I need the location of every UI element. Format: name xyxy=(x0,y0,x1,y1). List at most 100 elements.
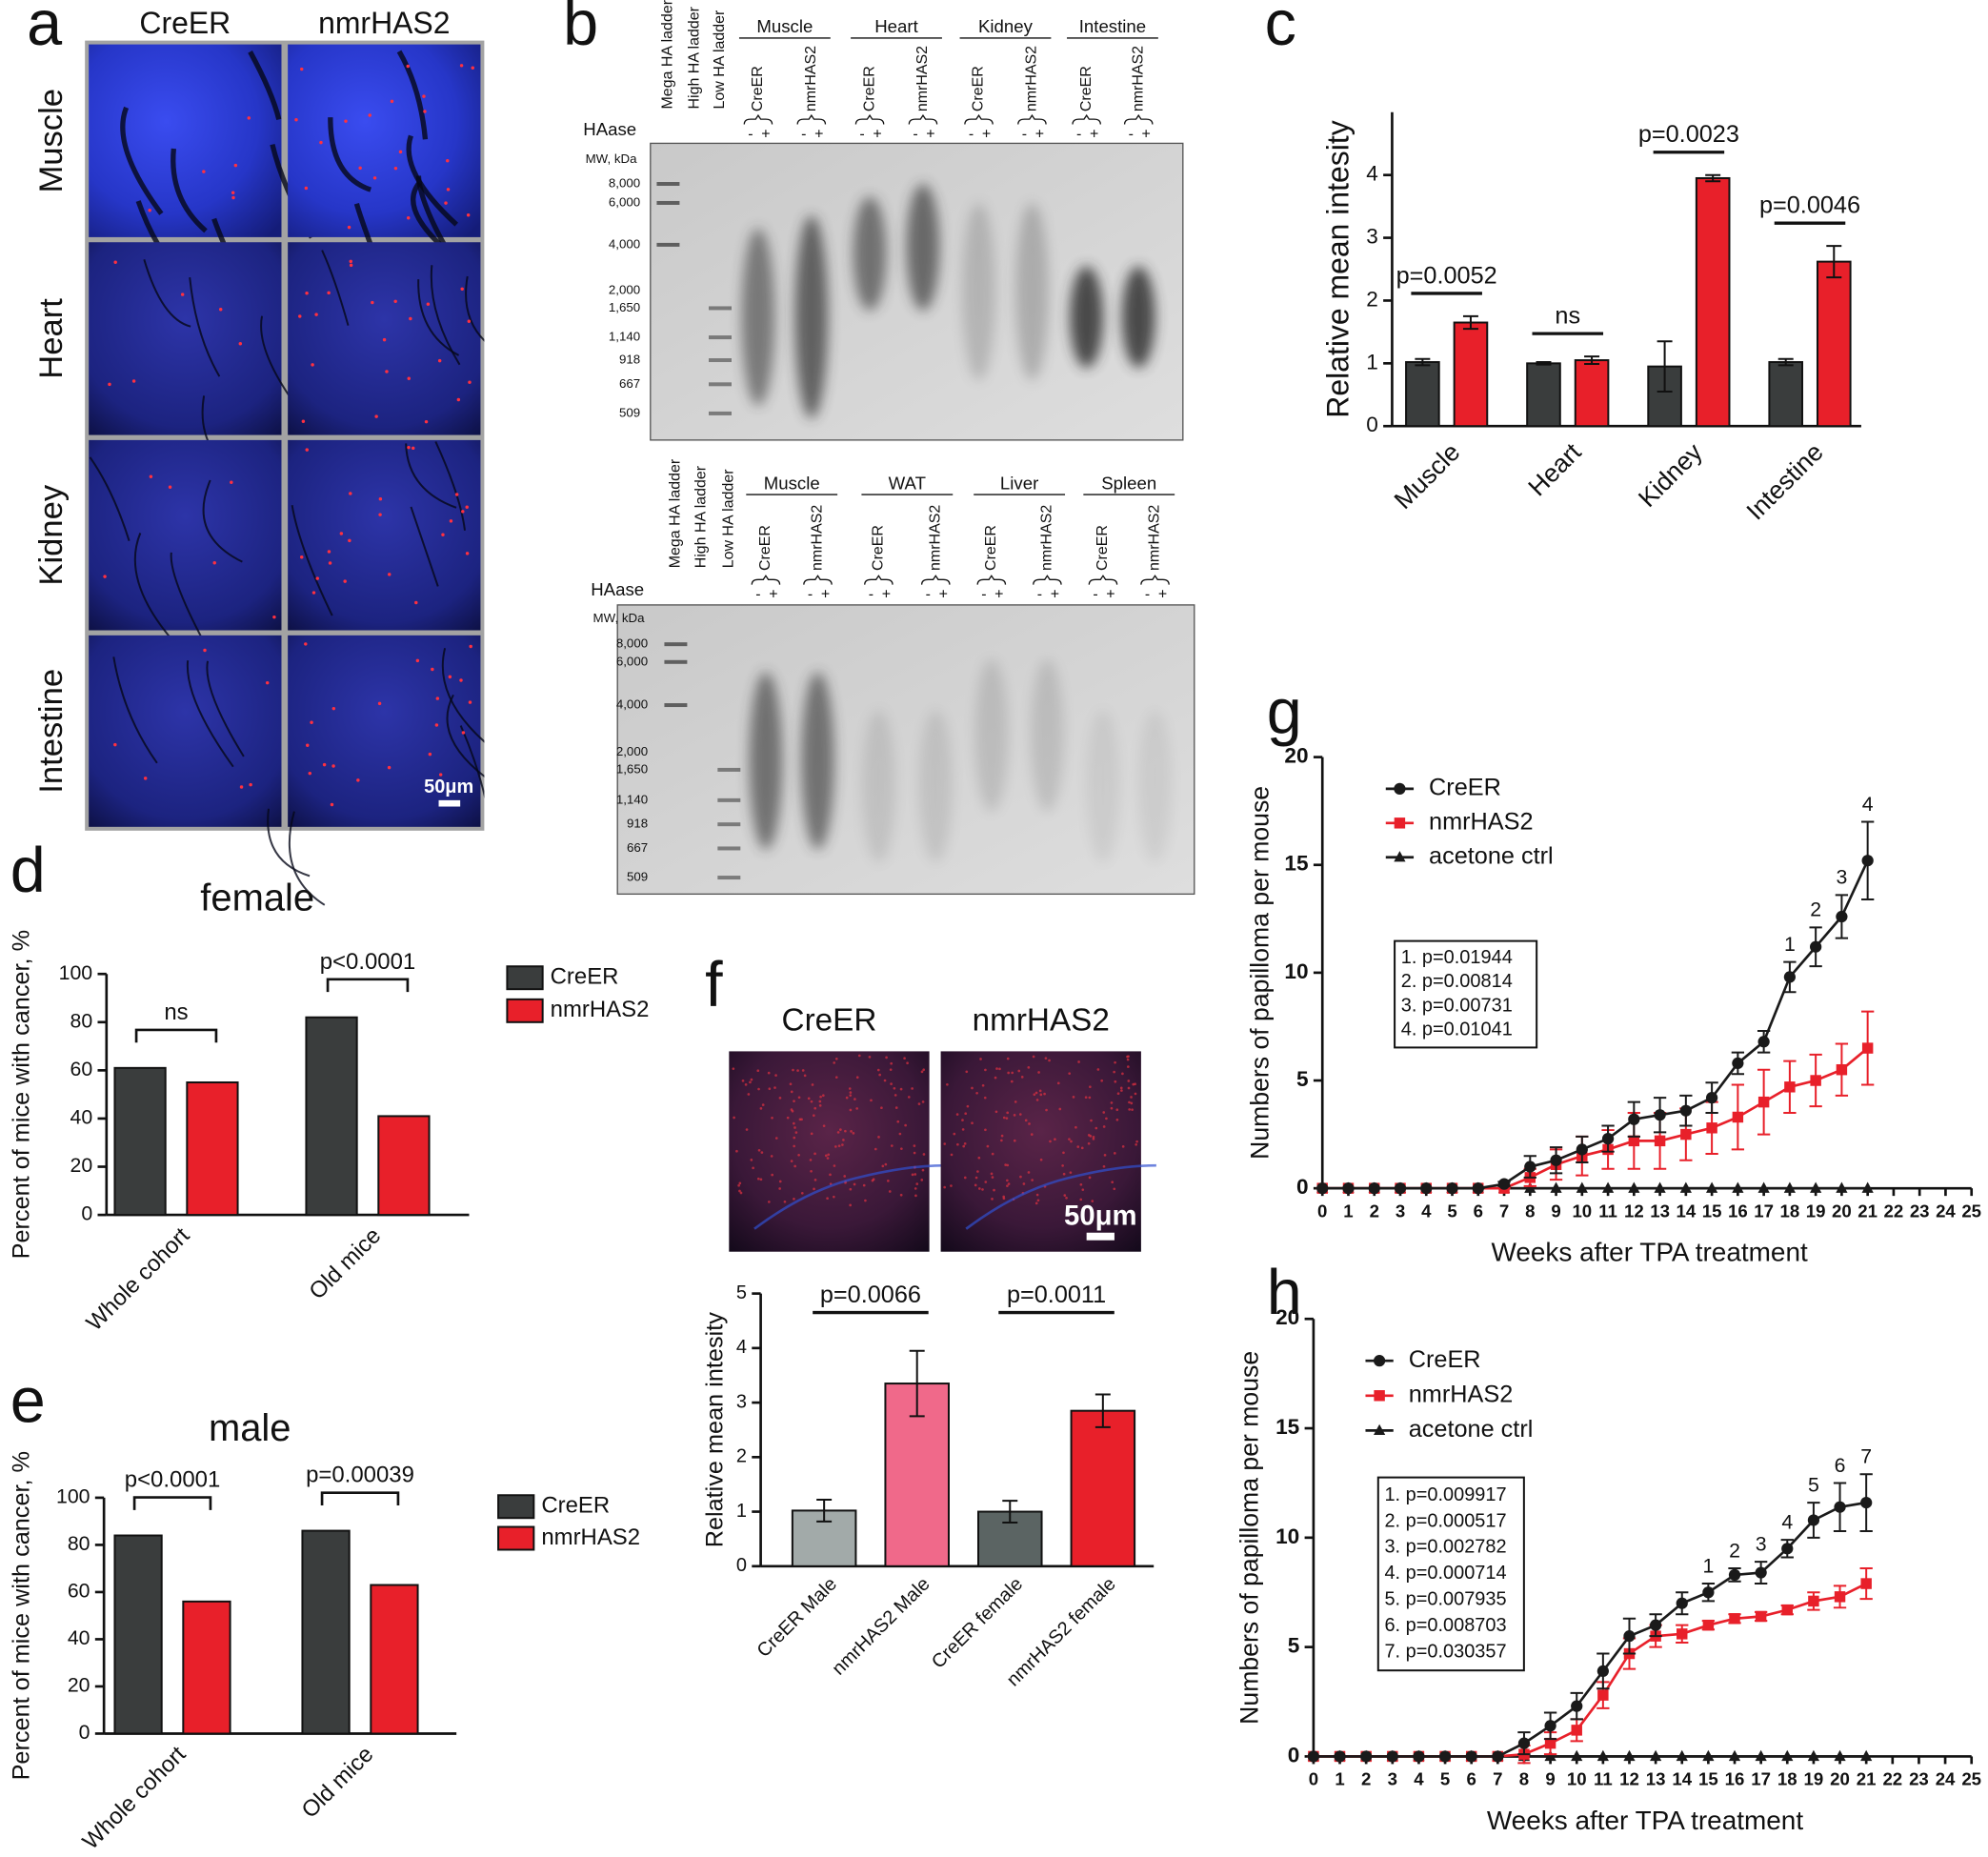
red-speck xyxy=(434,723,439,727)
red-speck xyxy=(1027,1066,1031,1069)
red-speck xyxy=(898,1132,902,1136)
red-speck xyxy=(1039,1158,1043,1161)
treatment-sign: + xyxy=(926,126,934,142)
red-speck xyxy=(819,1095,822,1099)
group-label: Muscle xyxy=(756,16,813,36)
red-speck xyxy=(995,1067,998,1070)
group-label: Intestine xyxy=(1079,16,1146,36)
annotation: p=0.0046 xyxy=(1759,192,1860,219)
tissue-texture xyxy=(405,443,457,509)
red-speck xyxy=(833,1195,835,1199)
bar xyxy=(1574,359,1610,428)
red-speck xyxy=(372,176,377,180)
red-speck xyxy=(1113,1187,1116,1191)
lane-label: CreER xyxy=(757,525,773,571)
series-line xyxy=(1313,1501,1867,1758)
bar xyxy=(186,1081,239,1217)
red-speck xyxy=(444,201,448,205)
red-speck xyxy=(1121,1145,1125,1148)
mw-label: 918 xyxy=(619,353,640,367)
red-speck xyxy=(888,1190,892,1193)
treatment-sign: + xyxy=(1158,586,1167,602)
legend-label: acetone ctrl xyxy=(1409,1416,1534,1443)
mw-label: 918 xyxy=(627,817,648,831)
mw-label: 667 xyxy=(627,840,648,855)
bar xyxy=(182,1600,231,1735)
image-label: nmrHAS2 xyxy=(973,1003,1110,1039)
red-speck xyxy=(1113,1152,1116,1155)
red-speck xyxy=(922,1068,926,1072)
red-speck xyxy=(406,216,411,220)
mw-label: 667 xyxy=(619,376,640,391)
red-speck xyxy=(1006,1179,1009,1182)
marker xyxy=(1784,1081,1796,1093)
red-speck xyxy=(998,1067,1001,1071)
tissue-texture xyxy=(321,250,350,326)
red-speck xyxy=(238,342,243,346)
red-speck xyxy=(789,1082,793,1086)
marker xyxy=(1654,1109,1666,1121)
gel-smear xyxy=(906,184,940,312)
marker xyxy=(1810,1075,1821,1086)
marker xyxy=(1497,1178,1511,1190)
red-speck xyxy=(247,116,251,120)
red-speck xyxy=(757,1148,761,1152)
red-speck xyxy=(829,1173,832,1177)
marker xyxy=(1702,1619,1715,1631)
red-speck xyxy=(914,1187,917,1190)
lane-brace xyxy=(743,113,773,125)
marker xyxy=(1757,1096,1770,1108)
bar xyxy=(305,1016,358,1217)
treatment-label: HAase xyxy=(583,119,636,139)
marker xyxy=(1807,1749,1820,1762)
marker xyxy=(1386,1750,1398,1763)
red-speck xyxy=(343,579,347,583)
y-tick-label: 0 xyxy=(736,1555,747,1576)
red-speck xyxy=(848,1087,852,1090)
marker xyxy=(1394,1182,1407,1195)
marker xyxy=(1679,1104,1692,1117)
red-speck xyxy=(1096,1068,1100,1071)
error-bar xyxy=(1536,361,1552,366)
marker xyxy=(1757,1181,1770,1193)
red-speck xyxy=(1087,1134,1091,1137)
annotation: ns xyxy=(164,999,188,1025)
annotation: p=0.0052 xyxy=(1396,262,1497,289)
red-speck xyxy=(887,1180,890,1182)
red-speck xyxy=(1079,1198,1083,1201)
y-axis-label: Relative mean intesity xyxy=(1320,120,1355,417)
y-tick-label: 0 xyxy=(81,1202,92,1225)
y-tick-label: 40 xyxy=(70,1106,92,1129)
red-speck xyxy=(903,1057,906,1060)
ladder-label: Mega HA ladder xyxy=(668,458,684,568)
marker xyxy=(1783,1181,1797,1193)
marker xyxy=(1544,1749,1556,1762)
legend-label: nmrHAS2 xyxy=(1429,808,1534,835)
legend-label: nmrHAS2 xyxy=(551,997,650,1022)
red-speck xyxy=(298,314,302,318)
mw-label: 1,650 xyxy=(609,300,640,314)
mw-label: 8,000 xyxy=(609,176,640,191)
marker xyxy=(1810,940,1822,953)
red-speck xyxy=(471,66,474,70)
red-speck xyxy=(108,382,111,387)
red-speck xyxy=(382,337,387,342)
y-axis-label: Percent of mice with cancer, % xyxy=(9,930,35,1259)
gel-smear xyxy=(801,672,834,850)
red-speck xyxy=(965,1070,969,1074)
red-speck xyxy=(813,1187,815,1191)
red-speck xyxy=(393,299,397,304)
red-speck xyxy=(813,1179,817,1181)
tissue-texture xyxy=(206,660,245,757)
red-speck xyxy=(900,1147,903,1150)
red-speck xyxy=(231,191,235,194)
x-tick-label: 16 xyxy=(1728,1201,1748,1221)
red-speck xyxy=(1102,1125,1106,1128)
treatment-sign: - xyxy=(926,586,931,602)
marker xyxy=(1623,1749,1636,1762)
red-speck xyxy=(1110,1106,1114,1110)
bar xyxy=(1768,361,1804,428)
red-speck xyxy=(1014,1100,1017,1103)
bar xyxy=(1405,361,1440,428)
x-tick-label: 11 xyxy=(1598,1201,1617,1221)
